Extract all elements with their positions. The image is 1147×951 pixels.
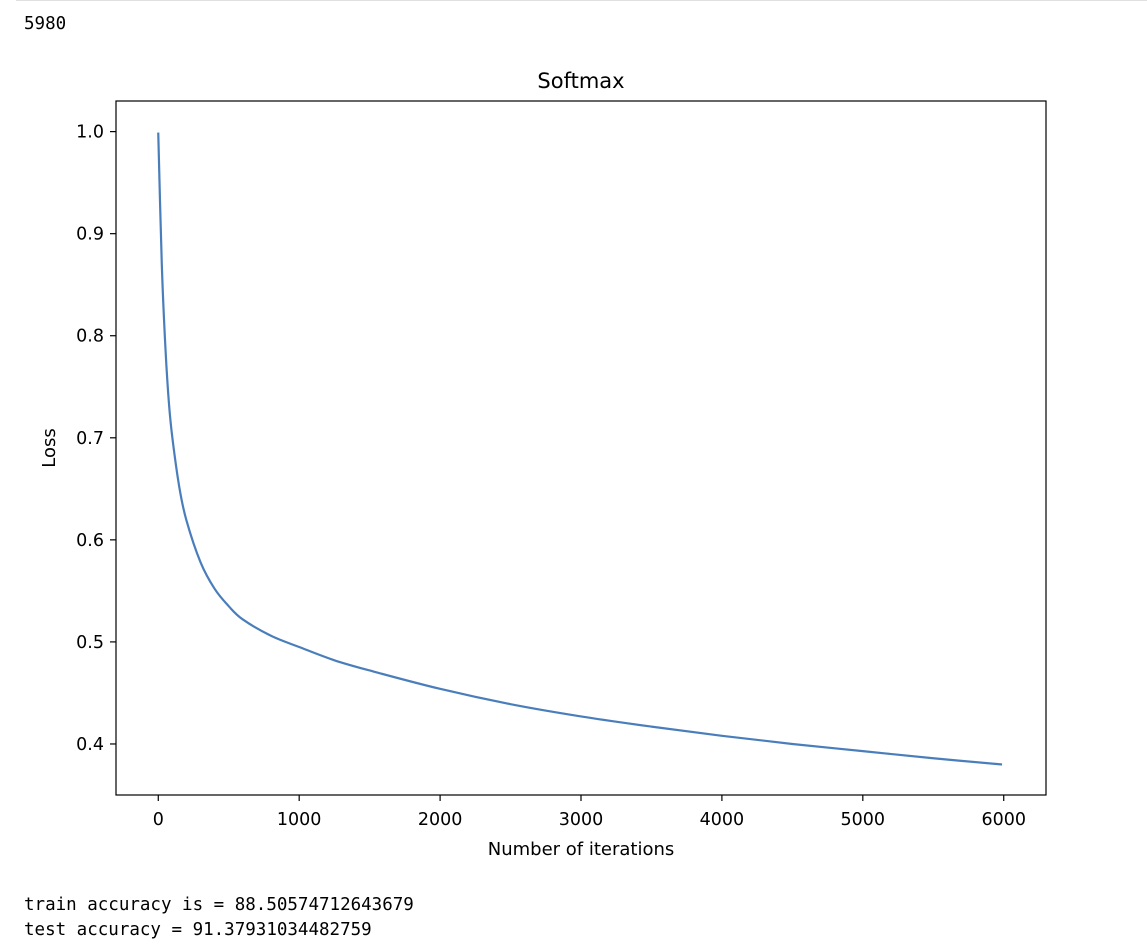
y-axis-label: Loss — [39, 428, 60, 467]
x-tick-label: 6000 — [981, 810, 1026, 830]
y-tick-label: 0.5 — [76, 633, 104, 653]
test-accuracy-output: test accuracy = 91.37931034482759 — [24, 920, 372, 940]
loss-series-line — [157, 132, 1003, 766]
y-axis: 0.4 0.5 0.6 0.7 0.8 0.9 1.0 — [76, 123, 116, 755]
cell-divider — [16, 0, 1147, 1]
x-tick-label: 0 — [153, 810, 164, 830]
train-accuracy-output: train accuracy is = 88.50574712643679 — [24, 895, 414, 915]
x-tick-label: 5000 — [841, 810, 886, 830]
x-tick-label: 3000 — [559, 810, 604, 830]
x-axis-label: Number of iterations — [488, 839, 675, 860]
x-tick-label: 1000 — [277, 810, 322, 830]
y-tick-label: 0.9 — [76, 225, 104, 245]
plot-marks — [157, 132, 1003, 766]
y-tick-label: 0.6 — [76, 531, 104, 551]
output-value: 5980 — [24, 14, 67, 34]
y-tick-label: 1.0 — [76, 123, 104, 143]
x-tick-label: 4000 — [700, 810, 745, 830]
loss-chart: 0 1000 2000 3000 4000 5000 6000 0.40.50.60.70.… — [39, 69, 1047, 860]
chart-title: Softmax — [537, 69, 624, 93]
x-axis: 0 1000 2000 3000 4000 5000 6000 — [153, 795, 1026, 830]
y-tick-label: 0.4 — [76, 735, 104, 755]
plot-frame — [115, 100, 1047, 796]
y-tick-label: 0.7 — [76, 429, 104, 449]
y-tick-label: 0.8 — [76, 327, 104, 347]
x-tick-label: 2000 — [418, 810, 463, 830]
